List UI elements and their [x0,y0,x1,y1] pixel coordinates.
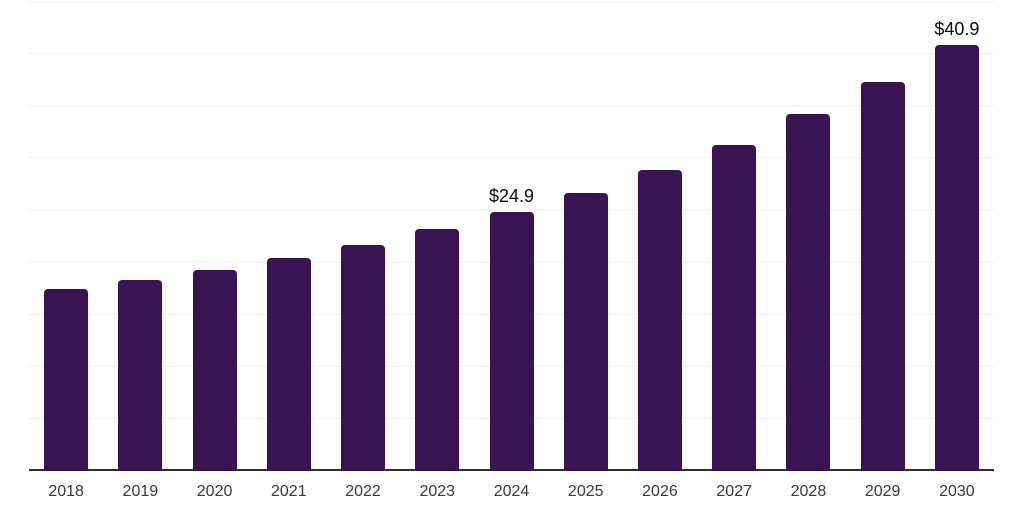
x-tick-2022: 2022 [345,483,381,500]
bar-2025 [563,192,608,471]
bar-2028 [786,113,831,471]
bar-2022 [341,244,386,471]
bar-2026 [637,169,682,471]
gridline-40 [29,53,994,55]
bar-2030 [934,44,979,471]
data-label-2024: $24.9 [488,185,535,206]
gridline-45 [29,1,994,2]
bar-2018 [44,288,89,471]
x-tick-2019: 2019 [122,483,159,500]
x-tick-2027: 2027 [716,483,752,500]
bar-2019 [118,280,163,471]
x-tick-2023: 2023 [419,483,456,500]
x-tick-2020: 2020 [196,483,233,500]
x-tick-2024: 2024 [493,483,530,500]
x-tick-2025: 2025 [567,483,604,500]
data-label-2030: $40.9 [934,18,980,39]
x-tick-2021: 2021 [271,483,307,500]
bar-2023 [415,229,460,471]
bar-2029 [860,82,905,471]
x-axis-labels: 2018 2019 2020 2021 2022 2023 2024 2025 2026 2027… [29,482,994,504]
plot-area: $24.9 $40.9 [29,1,994,471]
x-tick-2026: 2026 [642,483,678,500]
bar-2020 [192,269,237,471]
gridline-25 [29,209,994,211]
gridline-35 [29,105,994,107]
bar-2021 [266,258,311,471]
gridline-30 [29,157,994,159]
bar-2024 [489,211,534,471]
x-tick-2029: 2029 [864,483,901,500]
x-tick-2030: 2030 [939,483,975,500]
x-tick-2018: 2018 [48,483,84,500]
bar-2027 [712,144,757,471]
x-tick-2028: 2028 [790,483,827,500]
